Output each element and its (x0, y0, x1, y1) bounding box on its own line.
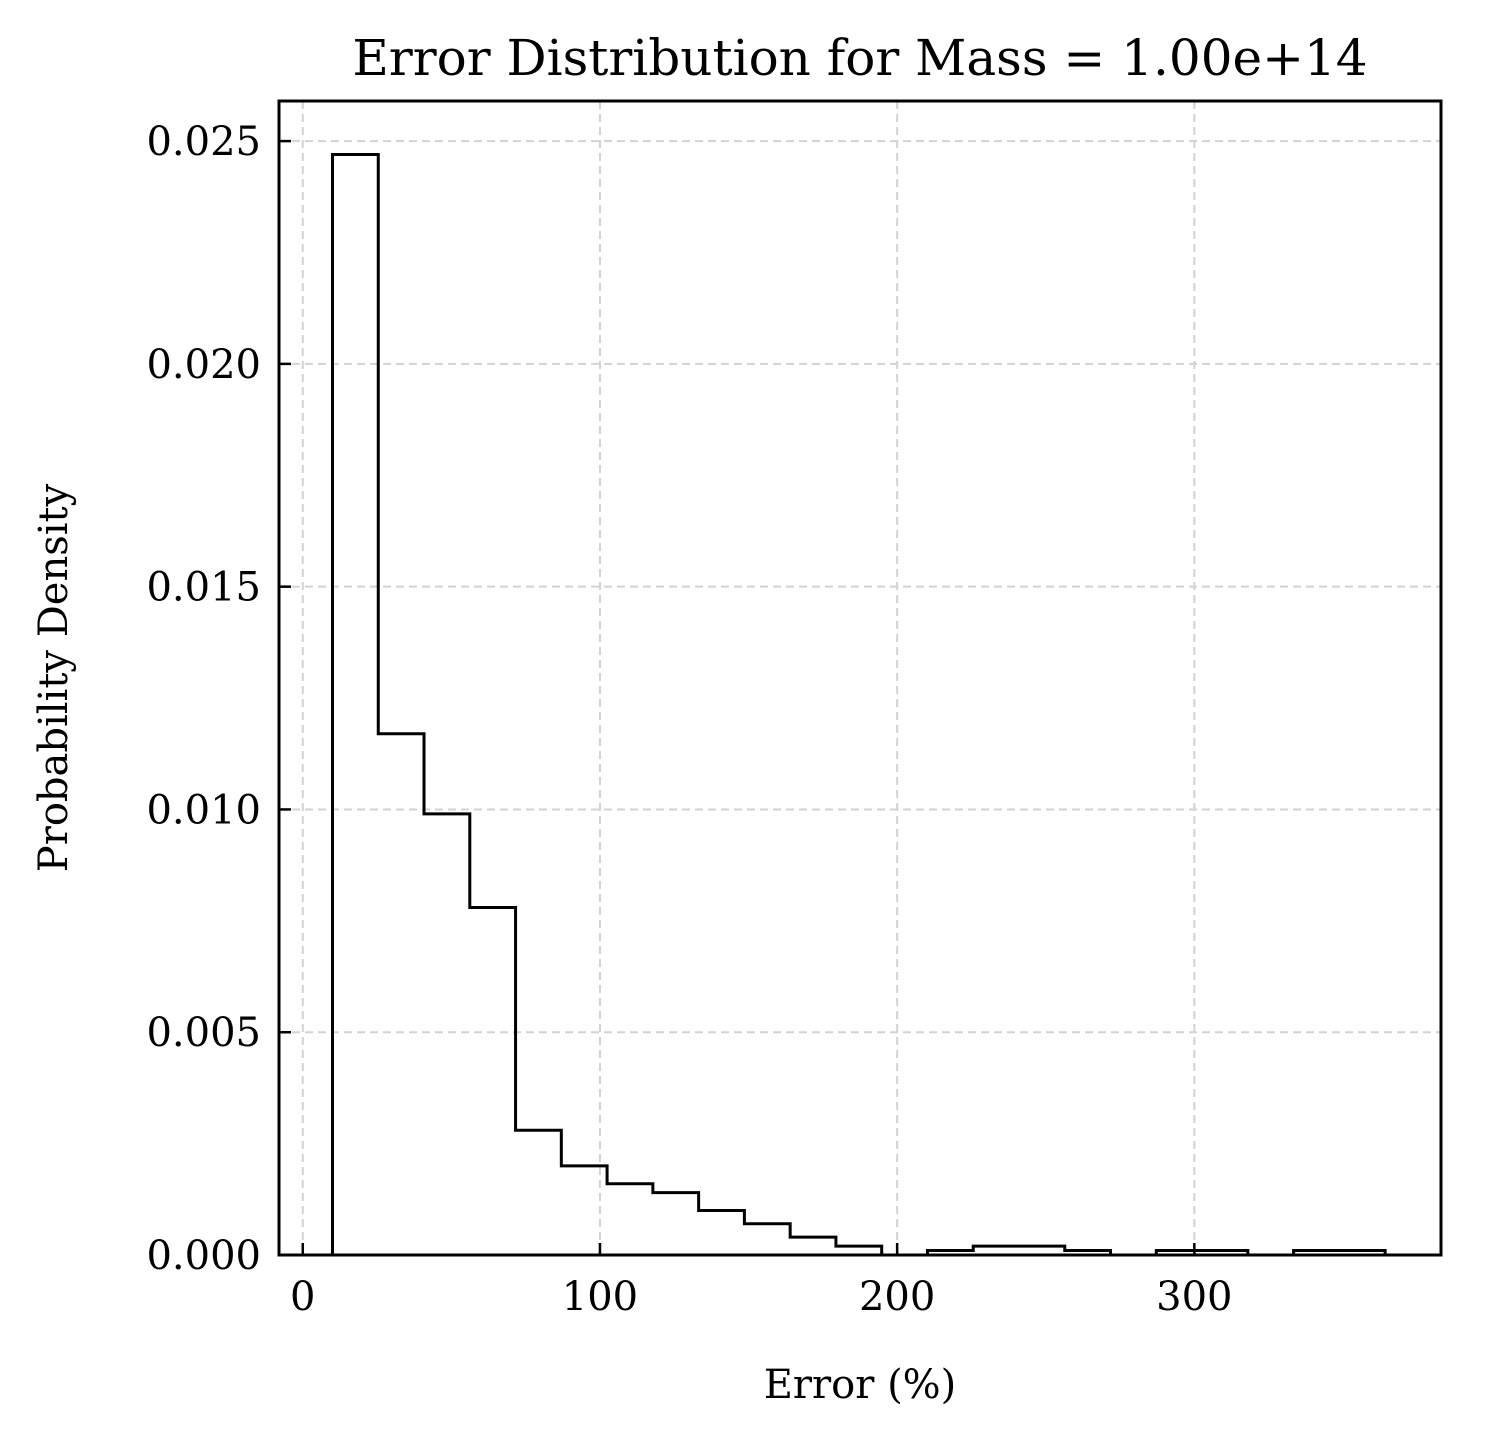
x-axis-label: Error (%) (764, 1362, 957, 1408)
y-tick-label: 0.015 (146, 565, 261, 611)
y-tick-label: 0.000 (146, 1233, 261, 1279)
ticks-layer: 0 100 200 300 0.000 0.005 0.010 0.015 0.020 0.025 (146, 119, 1232, 1320)
plot-frame (277, 99, 1443, 1257)
chart-title: Error Distribution for Mass = 1.00e+14 (352, 29, 1367, 87)
y-tick-label: 0.020 (146, 342, 261, 388)
x-tick-label: 0 (290, 1274, 315, 1320)
x-tick-label: 100 (562, 1274, 638, 1320)
y-tick-label: 0.005 (146, 1010, 261, 1056)
x-tick-label: 200 (859, 1274, 935, 1320)
x-tick-label: 300 (1156, 1274, 1232, 1320)
y-axis-label: Probability Density (31, 483, 77, 872)
grid-layer (279, 101, 1441, 1256)
histogram-step-line (330, 152, 1387, 1257)
y-tick-label: 0.010 (146, 787, 261, 833)
y-tick-label: 0.025 (146, 119, 261, 165)
